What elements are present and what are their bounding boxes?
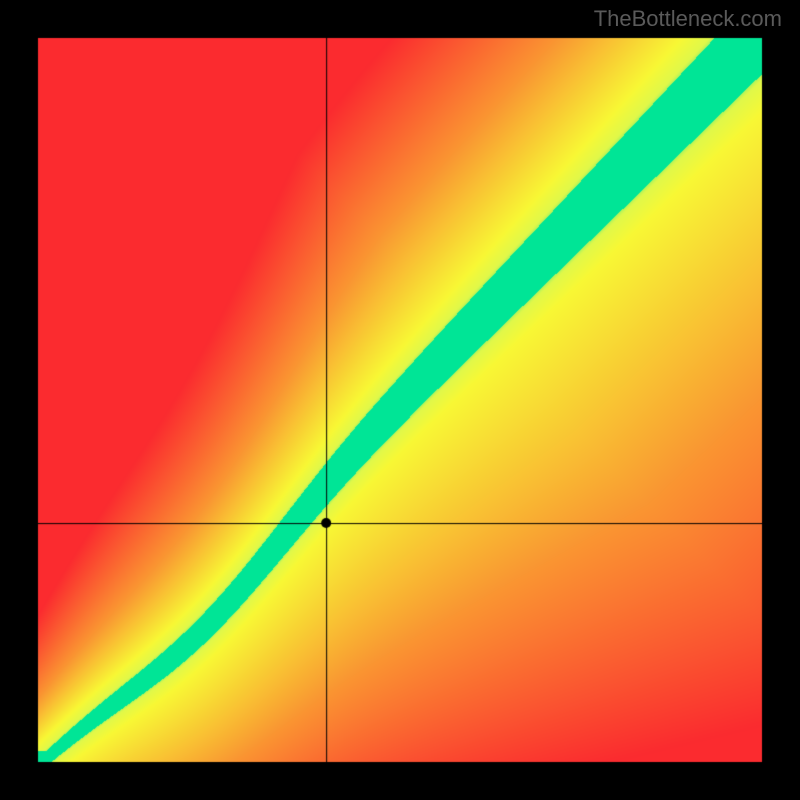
heatmap-canvas: [0, 0, 800, 800]
chart-container: TheBottleneck.com: [0, 0, 800, 800]
watermark-text: TheBottleneck.com: [594, 6, 782, 32]
